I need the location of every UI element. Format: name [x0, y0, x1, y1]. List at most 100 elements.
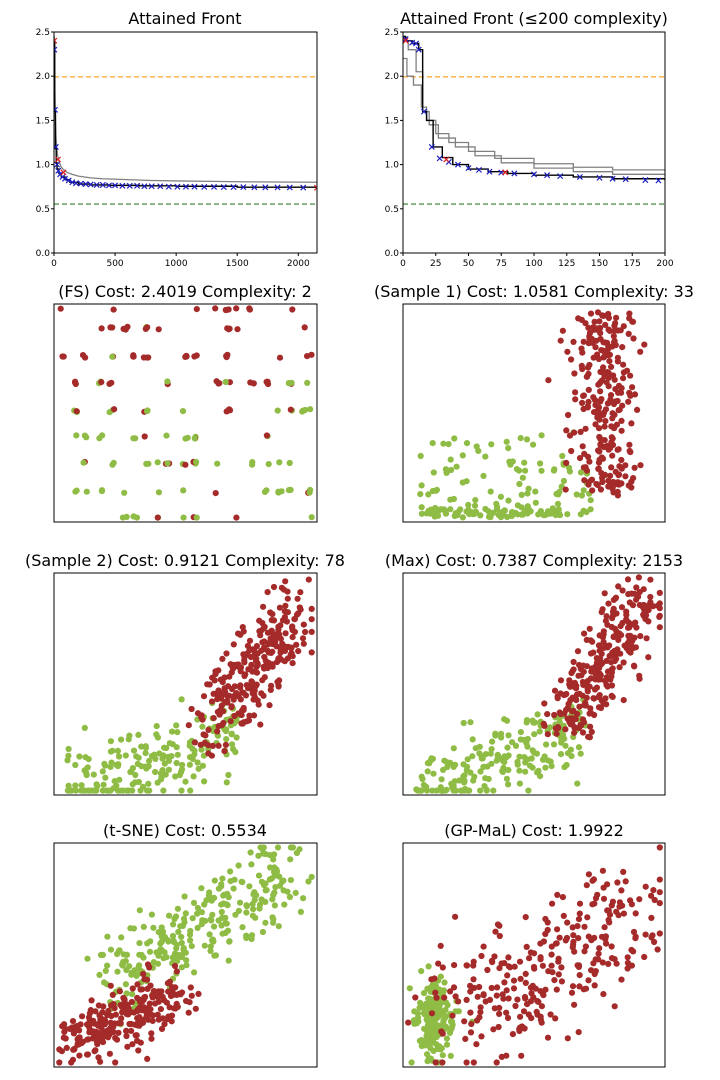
point-class-b — [189, 915, 196, 922]
point-class-b — [109, 747, 116, 754]
point-class-a — [552, 725, 559, 732]
point-class-a — [612, 320, 619, 327]
point-class-a — [248, 678, 255, 685]
point-class-a — [432, 1059, 439, 1066]
point-class-a — [580, 986, 587, 993]
point-class-a — [496, 932, 503, 940]
point-class-a — [509, 1031, 516, 1038]
point-class-a — [574, 648, 582, 655]
point-class-a — [300, 640, 307, 647]
point-class-a — [221, 748, 228, 755]
point-class-b — [521, 459, 528, 466]
point-class-b — [430, 469, 437, 476]
point-class-b — [563, 761, 570, 769]
plot-frame — [402, 303, 666, 523]
point-class-a — [602, 695, 609, 702]
point-class-a — [68, 1059, 75, 1066]
point-class-b — [546, 724, 554, 731]
point-class-a — [647, 576, 654, 583]
point-class-a — [589, 638, 596, 645]
point-class-b — [503, 717, 511, 724]
point-class-b — [170, 921, 177, 928]
point-class-a — [463, 1059, 470, 1066]
point-class-b — [524, 490, 531, 497]
front-marker — [61, 175, 69, 182]
point-class-b — [160, 955, 167, 962]
point-class-a — [208, 698, 216, 705]
point-class-b — [148, 911, 155, 918]
point-class-b — [467, 719, 474, 726]
point-class-a — [595, 381, 602, 388]
point-class-b — [534, 769, 541, 776]
point-class-b — [529, 764, 536, 771]
point-class-a — [110, 1001, 117, 1008]
point-class-a — [514, 996, 521, 1003]
point-class-b — [490, 509, 497, 516]
point-class-a — [246, 647, 253, 654]
point-class-a — [183, 997, 190, 1005]
point-class-b — [265, 461, 272, 468]
point-class-a — [130, 353, 137, 360]
point-class-a — [607, 392, 615, 399]
point-class-a — [619, 587, 626, 594]
point-class-b — [447, 506, 454, 513]
point-class-b — [151, 751, 158, 758]
point-class-a — [570, 338, 577, 345]
point-class-b — [296, 846, 303, 853]
point-class-b — [73, 487, 80, 494]
series-line-gray-2 — [403, 40, 665, 177]
point-class-b — [417, 999, 424, 1007]
point-class-b — [135, 963, 142, 971]
point-class-a — [585, 453, 592, 460]
point-class-a — [605, 483, 612, 490]
point-class-a — [197, 741, 204, 748]
point-class-a — [592, 895, 600, 902]
point-class-a — [284, 588, 291, 595]
point-class-a — [608, 423, 615, 430]
point-class-a — [569, 924, 576, 931]
front-marker — [105, 182, 112, 189]
point-class-a — [577, 428, 584, 435]
front-marker — [201, 183, 208, 190]
point-class-a — [84, 1021, 91, 1028]
point-class-a — [631, 663, 638, 670]
point-class-b — [169, 954, 177, 961]
front-marker — [72, 180, 80, 187]
point-class-a — [491, 1005, 498, 1012]
y-tick-label: 2.0 — [36, 72, 51, 82]
point-class-a — [575, 1029, 582, 1036]
point-class-b — [191, 969, 198, 976]
point-class-b — [104, 933, 111, 940]
point-class-a — [276, 604, 283, 611]
point-class-a — [82, 354, 89, 361]
point-class-b — [420, 990, 428, 997]
point-class-b — [174, 905, 181, 912]
point-class-a — [474, 993, 481, 1000]
point-class-b — [208, 917, 215, 924]
point-class-a — [576, 983, 583, 990]
point-class-b — [463, 478, 470, 485]
y-tick-label: 0.5 — [385, 205, 399, 215]
point-class-a — [581, 630, 588, 637]
point-class-b — [487, 488, 494, 495]
point-class-b — [460, 773, 467, 780]
point-class-b — [514, 502, 522, 509]
point-class-b — [530, 441, 537, 448]
point-class-a — [540, 938, 548, 945]
point-class-b — [180, 950, 187, 957]
point-class-b — [415, 1018, 422, 1025]
point-class-b — [198, 909, 205, 916]
point-class-a — [107, 982, 114, 989]
point-class-b — [425, 963, 432, 970]
front-marker — [210, 183, 218, 190]
point-class-b — [443, 999, 450, 1006]
point-class-a — [121, 996, 128, 1003]
point-class-a — [56, 1059, 63, 1066]
point-class-a — [152, 1000, 159, 1007]
point-class-a — [587, 705, 594, 712]
point-class-a — [560, 912, 567, 920]
point-class-b — [457, 506, 464, 513]
point-class-a — [437, 942, 444, 950]
point-class-a — [505, 963, 512, 970]
point-class-a — [494, 921, 502, 928]
